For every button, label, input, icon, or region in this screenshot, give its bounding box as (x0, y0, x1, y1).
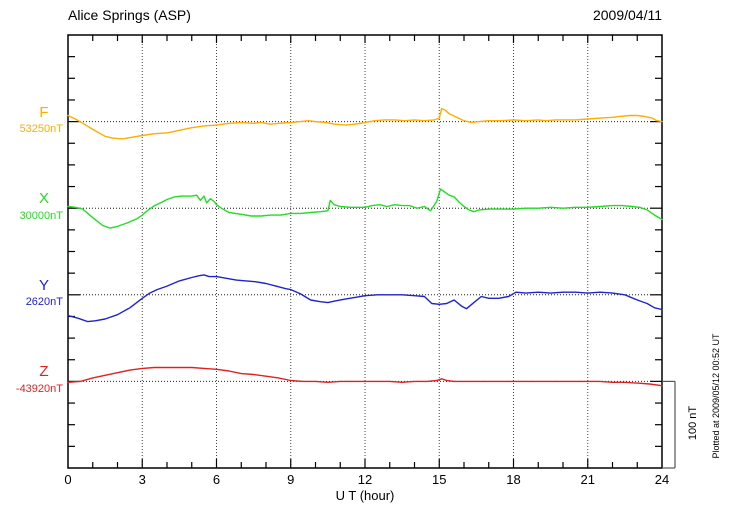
x-tick-label: 0 (64, 472, 71, 487)
trace-z (67, 366, 663, 387)
series-label-x: X (38, 190, 49, 207)
series-label-z: Z (39, 363, 49, 380)
x-tick-label: 24 (655, 472, 669, 487)
x-axis-title: U T (hour) (335, 488, 395, 503)
x-tick-label: 21 (581, 472, 595, 487)
scale-bar-label: 100 nT (687, 405, 699, 441)
series-baseline-x: 30000nT (19, 210, 63, 222)
trace-f (67, 107, 663, 140)
x-tick-label: 9 (287, 472, 294, 487)
series-label-y: Y (38, 277, 49, 294)
x-tick-label: 18 (506, 472, 520, 487)
x-tick-label: 12 (358, 472, 372, 487)
trace-x (67, 188, 663, 229)
plot-title: Alice Springs (ASP) (68, 7, 191, 23)
series-baseline-z: -43920nT (15, 383, 63, 395)
series-label-f: F (39, 104, 49, 121)
x-tick-label: 3 (139, 472, 146, 487)
series-baseline-y: 2620nT (25, 296, 63, 308)
x-tick-label: 15 (432, 472, 446, 487)
trace-y (67, 274, 663, 323)
plotted-at-note: Plotted at 2009/05/12 00:52 UT (711, 333, 721, 459)
series-baseline-f: 53250nT (19, 123, 63, 135)
plot-date: 2009/04/11 (592, 7, 662, 23)
x-tick-label: 6 (213, 472, 220, 487)
